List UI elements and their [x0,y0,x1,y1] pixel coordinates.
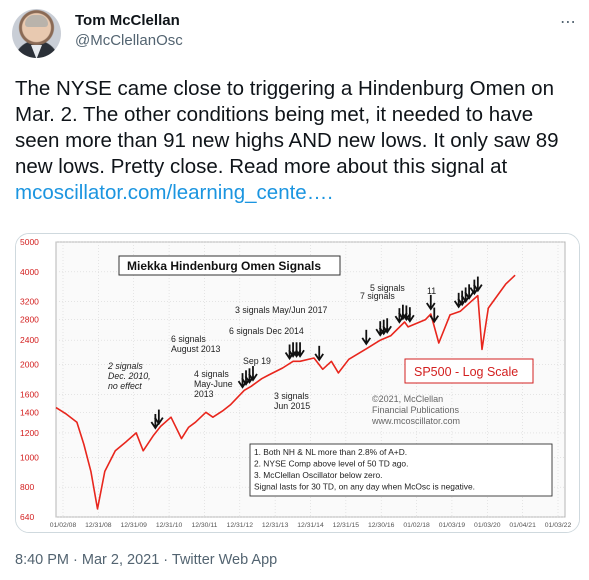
condition-line: Signal lasts for 30 TD, on any day when … [254,482,475,492]
tweet-text: The NYSE came close to triggering a Hind… [15,76,575,206]
chart-annotation-line: August 2013 [171,344,221,354]
scale-label-box [404,358,534,384]
x-tick-label: 12/31/13 [262,522,289,529]
tweet-body: The NYSE came close to triggering a Hind… [15,77,559,178]
chart-annotation: 3 signals Jun 2015 [274,391,310,411]
avatar[interactable] [12,9,61,58]
chart-annotation-line: 3 signals [274,391,309,401]
x-tick-label: 12/31/15 [333,522,360,529]
scale-label: SP500 - Log Scale [414,365,518,379]
tweet-header: Tom McClellan @McClellanOsc ⋯ [0,0,589,60]
chart-title-box [118,255,341,276]
y-tick-label: 5000 [20,237,39,247]
avatar-collar [31,45,42,58]
y-tick-label: 1400 [20,407,39,417]
x-tick-label: 01/03/22 [545,522,572,529]
chart-annotation: 4 signals May-June 2013 [194,369,233,399]
x-tick-label: 01/03/19 [439,522,466,529]
y-tick-label: 3200 [20,297,39,307]
signal-arrow-head [295,349,305,358]
y-tick-label: 1000 [20,452,39,462]
chart-annotation-line: Dec. 2010, [108,371,151,381]
y-tick-label: 640 [20,512,34,522]
x-tick-label: 12/30/16 [368,522,395,529]
signal-arrow-head [382,325,392,334]
chart-annotation-line: 6 signals Dec 2014 [229,326,304,336]
copyright-line: www.mcoscillator.com [371,416,460,426]
chart-annotation: 7 signals [360,291,395,301]
signal-arrow-head [248,373,258,382]
x-tick-label: 12/30/11 [191,522,217,529]
signal-arrow-head [361,337,372,346]
chart-annotation-line: 7 signals [360,291,395,301]
chart-annotation: 6 signals August 2013 [171,334,221,354]
tweet-time[interactable]: 8:40 PM [15,552,69,568]
hindenburg-chart: 5000 4000 3200 2800 2400 2000 1600 1400 1200 1000… [16,234,579,532]
signal-arrow-head [154,417,164,426]
condition-line: 1. Both NH & NL more than 2.8% of A+D. [254,447,407,457]
chart-annotation-line: 2 signals [107,361,143,371]
condition-line: 2. NYSE Comp above level of 50 TD ago. [254,459,408,469]
tweet-meta: 8:40 PM · Mar 2, 2021 · Twitter Web App [15,552,277,568]
y-tick-label: 2000 [20,360,39,370]
chart-annotation-line: 5 signals [370,283,405,293]
x-tick-label: 01/02/18 [403,522,430,529]
chart-annotation-line: 6 signals [171,334,206,344]
x-tick-label: 01/02/08 [50,522,77,529]
y-tick-label: 4000 [20,267,39,277]
y-tick-label: 800 [20,482,34,492]
conditions-box [249,443,553,497]
chart-annotation-line: no effect [108,381,142,391]
author-handle[interactable]: @McClellanOsc [75,32,183,49]
signal-arrow-head [314,353,324,362]
x-tick-label: 01/03/20 [474,522,501,529]
author-name[interactable]: Tom McClellan [75,12,180,29]
meta-separator: · [69,552,82,568]
signal-arrow-head [429,315,440,324]
signal-arrow-head [473,284,483,293]
condition-line: 3. McClellan Oscillator below zero. [254,470,382,480]
chart-annotation-line: 4 signals [194,369,229,379]
y-tick-label: 2400 [20,335,39,345]
chart-annotation-line: 3 signals May/Jun 2017 [235,305,328,315]
x-tick-label: 12/31/08 [85,522,112,529]
signal-arrow-head [405,314,415,323]
chart-annotation: Sep 19 [243,356,271,366]
signal-arrow-head [426,302,436,311]
chart-annotation-line: May-June [194,379,233,389]
chart-annotation-line: 11 [427,286,436,296]
x-tick-label: 12/31/14 [297,522,324,529]
chart-annotation: 3 signals May/Jun 2017 [235,305,328,315]
tweet-link[interactable]: mcoscillator.com/learning_cente…. [15,181,333,204]
chart-annotation: 11 [427,286,436,296]
copyright-line: Financial Publications [372,405,460,415]
more-options-icon[interactable]: ⋯ [560,14,576,31]
tweet-date[interactable]: Mar 2, 2021 [81,552,160,568]
chart-annotation-line: Sep 19 [243,356,271,366]
x-tick-label: 01/04/21 [509,522,536,529]
copyright-line: ©2021, McClellan [372,394,443,404]
chart-title: Miekka Hindenburg Omen Signals [127,259,321,273]
y-tick-label: 1200 [20,428,39,438]
tweet-source[interactable]: Twitter Web App [171,552,278,568]
avatar-hair [25,15,48,27]
x-tick-label: 12/31/09 [120,522,147,529]
meta-separator: · [159,552,172,568]
sp500-series-line [55,274,516,510]
chart-annotation: 6 signals Dec 2014 [229,326,304,336]
chart-annotation: 5 signals [370,283,405,293]
y-tick-label: 2800 [20,315,39,325]
chart-annotation-line: Jun 2015 [274,401,310,411]
x-tick-label: 12/31/12 [227,522,254,529]
chart-annotation: 2 signals Dec. 2010, no effect [107,361,151,391]
y-tick-label: 1600 [20,389,39,399]
x-tick-label: 12/31/10 [156,522,183,529]
tweet-media[interactable]: 5000 4000 3200 2800 2400 2000 1600 1400 1200 1000… [15,233,580,533]
chart-annotation-line: 2013 [194,389,214,399]
signal-arrow-head [464,291,474,300]
